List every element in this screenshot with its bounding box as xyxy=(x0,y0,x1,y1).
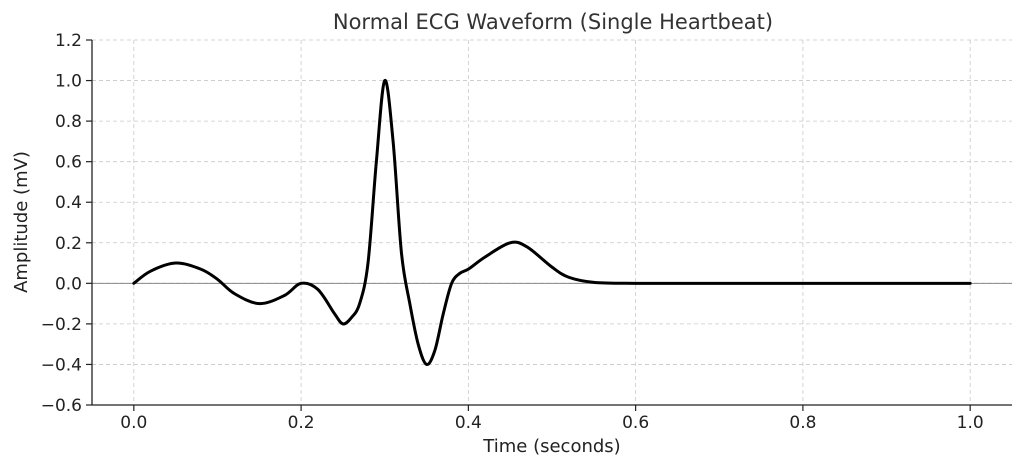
y-tick-label-6: 0.6 xyxy=(55,153,82,173)
grid xyxy=(92,39,1012,406)
x-axis-label: Time (seconds) xyxy=(482,436,620,457)
y-tick-label-8: 1.0 xyxy=(55,72,82,92)
x-tick-label-0: 0.0 xyxy=(120,413,147,433)
x-tick-label-3: 0.6 xyxy=(622,413,649,433)
y-tick-label-5: 0.4 xyxy=(55,193,82,213)
y-tick-label-4: 0.2 xyxy=(55,234,82,254)
y-tick-label-2: −0.2 xyxy=(41,315,82,335)
y-tick-label-7: 0.8 xyxy=(55,112,82,132)
x-axis-ticks: 0.0 0.2 0.4 0.6 0.8 1.0 xyxy=(120,405,984,433)
y-axis-ticks: −0.6 −0.4 −0.2 0.0 0.2 0.4 0.6 0.8 1.0 1.2 xyxy=(41,31,92,416)
x-tick-label-5: 1.0 xyxy=(957,413,984,433)
x-tick-label-1: 0.2 xyxy=(288,413,315,433)
x-tick-label-2: 0.4 xyxy=(455,413,482,433)
y-axis-label: Amplitude (mV) xyxy=(11,151,32,293)
y-tick-label-1: −0.4 xyxy=(41,355,82,375)
chart-title: Normal ECG Waveform (Single Heartbeat) xyxy=(333,10,773,34)
y-tick-label-0: −0.6 xyxy=(41,396,82,416)
y-tick-label-3: 0.0 xyxy=(55,274,82,294)
x-tick-label-4: 0.8 xyxy=(789,413,816,433)
ecg-series-line xyxy=(132,79,972,366)
y-tick-label-9: 1.2 xyxy=(55,31,82,51)
